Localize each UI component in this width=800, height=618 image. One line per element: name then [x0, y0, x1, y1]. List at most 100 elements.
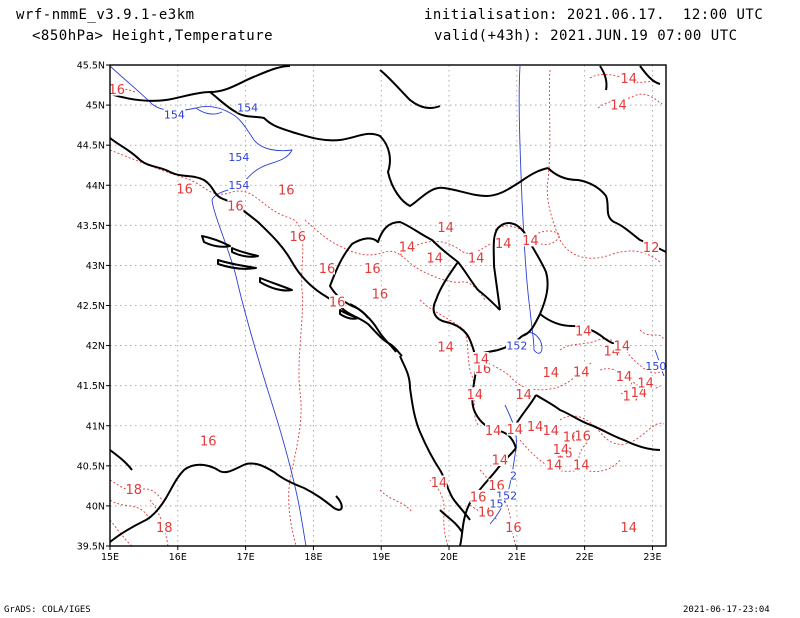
- lat-tick-label: 40N: [86, 501, 105, 512]
- temperature-label-bg: [108, 82, 125, 96]
- temperature-label-bg: [542, 423, 559, 437]
- temperature-label: 14: [427, 252, 444, 267]
- temperature-label-bg: [505, 520, 522, 534]
- lat-tick-label: 45.5N: [77, 61, 105, 72]
- temperature-label: 16: [200, 434, 217, 449]
- lon-tick-label: 17E: [237, 552, 255, 563]
- height-label-bg: [228, 179, 250, 191]
- temperature-label-bg: [637, 376, 654, 390]
- height-label-bg: [495, 489, 518, 501]
- temperature-label-bg: [552, 442, 569, 456]
- height-label-bg: [506, 339, 528, 351]
- temperature-label: 16: [372, 288, 389, 303]
- lat-tick-label: 44N: [86, 181, 105, 192]
- lon-tick-label: 22E: [576, 552, 594, 563]
- temperature-label: 18: [156, 521, 173, 536]
- temperature-labels: 1616161616161616161616161616161616161818…: [108, 71, 660, 536]
- temperature-label: 14: [492, 454, 509, 469]
- temperature-label: 14: [637, 377, 654, 392]
- lon-tick-label: 23E: [643, 552, 661, 563]
- temperature-label: 16: [364, 262, 381, 277]
- temperature-label-bg: [472, 352, 489, 366]
- temperature-label-bg: [437, 220, 454, 234]
- temperature-label-bg: [620, 520, 637, 534]
- height-label: 15: [489, 497, 503, 510]
- temperature-label-bg: [573, 364, 590, 378]
- temperature-label: 14: [553, 443, 570, 458]
- temperature-label-bg: [318, 261, 335, 275]
- temperature-label: 12: [643, 241, 660, 256]
- temperature-label-bg: [488, 478, 505, 492]
- valid-time: valid(+43h): 2021.JUN.19 07:00 UTC: [434, 28, 738, 44]
- temperature-label: 14: [616, 370, 633, 385]
- temperature-label: 14: [575, 324, 592, 339]
- height-label: 150: [645, 360, 666, 373]
- height-label-bg: [228, 150, 250, 162]
- temperature-label: 16: [278, 183, 295, 198]
- height-label: 154: [228, 151, 249, 164]
- temperature-label: 16: [227, 199, 244, 214]
- temperature-label: 14: [431, 476, 448, 491]
- temperature-label: 16: [290, 230, 307, 245]
- lat-tick-label: 40.5N: [77, 461, 105, 472]
- height-contours: [110, 65, 665, 546]
- temperature-label-bg: [573, 457, 590, 471]
- graticule: [110, 65, 666, 546]
- temperature-label: 14: [515, 388, 532, 403]
- temperature-label-bg: [615, 369, 632, 383]
- height-label-bg: [236, 101, 259, 113]
- temperature-label: 14: [467, 388, 484, 403]
- temperature-label-bg: [506, 422, 523, 436]
- temperature-label-bg: [329, 295, 346, 309]
- temperature-label-bg: [515, 387, 532, 401]
- temperature-label: 14: [614, 340, 631, 355]
- temperature-label-bg: [176, 182, 193, 196]
- temperature-label: 14: [522, 234, 539, 249]
- axis-ticks: 15E 16E 17E 18E 19E 20E 21E 22E 23E 39.5N 40N 40.5N…: [77, 61, 662, 564]
- lon-tick-label: 19E: [372, 552, 390, 563]
- lon-tick-label: 16E: [169, 552, 187, 563]
- temperature-label-bg: [430, 475, 447, 489]
- lon-tick-label: 18E: [304, 552, 322, 563]
- temperature-label-bg: [495, 236, 512, 250]
- temperature-label: 16: [109, 83, 126, 98]
- temperature-label: 16: [478, 506, 495, 521]
- height-label: 154: [237, 101, 258, 114]
- temperature-label-bg: [613, 339, 630, 353]
- temperature-label-bg: [125, 482, 142, 496]
- temperature-label-bg: [289, 229, 306, 243]
- temperature-label-bg: [478, 505, 495, 519]
- footer-credit: GrADS: COLA/IGES: [4, 605, 91, 615]
- lat-tick-label: 42N: [86, 341, 105, 352]
- lat-tick-label: 39.5N: [77, 542, 105, 553]
- lon-tick-label: 15E: [101, 552, 119, 563]
- temperature-label: 14: [620, 521, 637, 536]
- temperature-label: 14: [399, 240, 416, 255]
- temperature-label: 14: [573, 365, 590, 380]
- lat-tick-label: 44.5N: [77, 141, 105, 152]
- temperature-label-bg: [485, 423, 502, 437]
- temperature-label: 16: [505, 521, 522, 536]
- model-title: wrf-nmmE_v3.9.1-e3km: [16, 7, 195, 23]
- temperature-label-bg: [470, 489, 487, 503]
- temperature-label: 14: [620, 72, 637, 87]
- height-label: 154: [164, 109, 185, 122]
- temperature-label-bg: [575, 323, 592, 337]
- temperature-label-bg: [527, 419, 544, 433]
- temperature-label-bg: [156, 520, 173, 534]
- temperature-label: 14: [437, 221, 454, 236]
- lat-tick-label: 41N: [86, 421, 105, 432]
- footer-timestamp: 2021-06-17-23:04: [683, 605, 770, 615]
- temperature-label-bg: [610, 97, 627, 111]
- temperature-label: 14: [468, 252, 485, 267]
- temperature-label: 16: [475, 362, 492, 377]
- temperature-label-bg: [437, 339, 454, 353]
- temperature-label: 14: [542, 366, 559, 381]
- temperature-label-bg: [468, 251, 485, 265]
- lat-tick-label: 45N: [86, 101, 105, 112]
- lat-tick-label: 43N: [86, 261, 105, 272]
- temperature-label-bg: [643, 240, 660, 254]
- temperature-label: 16: [176, 183, 193, 198]
- temperature-label: 16: [574, 429, 591, 444]
